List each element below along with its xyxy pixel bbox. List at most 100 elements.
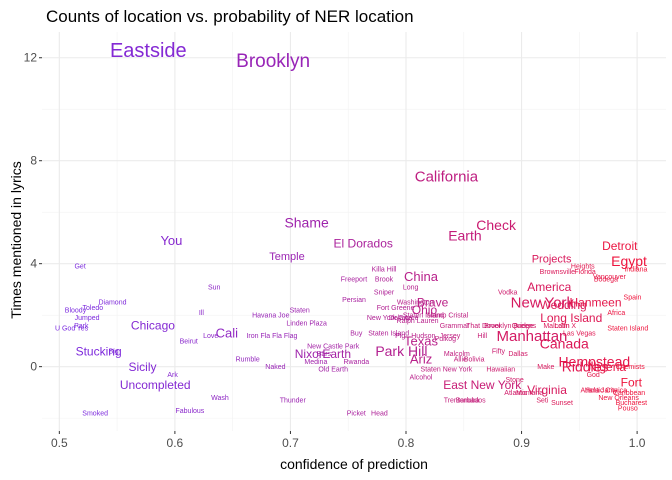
data-point-label: Long Island [540,311,602,325]
data-point-label: Hanmeen [569,295,621,309]
chart-title: Counts of location vs. probability of NE… [46,7,414,26]
data-point-label: Chemists [616,364,646,371]
x-tick-label: 1.0 [629,436,646,450]
data-point-label: Staten [290,307,310,314]
data-point-label: Brownsville [540,269,576,276]
data-point-label: Naked [265,364,285,371]
data-point-label: Grammar [440,323,470,330]
data-point-label: Bloody [65,307,87,314]
data-point-label: Havana Joe [252,313,289,320]
data-point-label: Heights [571,264,595,271]
data-point-label: Freeport [341,277,368,284]
data-point-label: Jersey [440,333,461,340]
data-point-label: Big [109,349,119,356]
data-point-label: Buy [350,331,363,338]
data-point-label: Dallas [508,351,528,358]
data-point-label: Wedding [540,298,587,312]
data-point-label: Seti [536,398,549,405]
data-point-label: Malcolm [444,351,470,358]
data-point-label: Wash [211,395,229,402]
data-point-label: Brooklyn [236,51,310,72]
data-point-label: Staten Island [403,313,444,320]
y-axis-title: Times mentioned in lyrics [8,161,24,318]
data-point-label: Brooklyn Bridge [484,323,534,330]
data-point-label: Pig [395,333,405,340]
y-tick-label: 4 [30,257,37,271]
data-point-label: Pouso [618,405,638,412]
data-point-label: Park [74,323,89,330]
x-axis-title: confidence of prediction [280,456,428,472]
data-point-label: Get [74,264,85,271]
x-tick-label: 0.9 [513,436,530,450]
data-point-label: Texas [404,333,438,348]
data-point-label: Florida [574,269,596,276]
data-point-label: Hawaiian [486,367,515,374]
y-tick-label: 0 [30,360,37,374]
data-point-label: Nixon [295,347,326,361]
data-point-label: Africa [607,310,625,317]
data-point-label: Staten Island [607,325,648,332]
data-point-label: Hill [477,333,487,340]
data-point-label: Medina [304,359,327,366]
data-point-label: Detroit [602,239,638,253]
data-point-label: Delaware [389,315,419,322]
data-point-label: Staten Island [368,331,409,338]
data-point-label: Chicago [131,319,175,333]
data-point-label: Egypt [611,253,647,269]
data-point-label: Indiana [624,266,647,273]
data-point-label: Stucking [76,344,122,358]
data-point-label: Toledo [83,305,104,312]
data-point-label: Make [537,364,554,371]
data-point-label: Bodega [594,277,618,284]
data-point-label: Barbados [456,398,486,405]
data-point-label: Park Hill [375,343,427,359]
data-point-label: Pulkog [435,336,457,343]
data-point-label: Projects [532,253,572,265]
data-point-label: China [404,269,439,284]
data-point-label: Linden Plaza [286,320,327,327]
data-point-label: California [415,168,479,185]
data-point-label: Beirut [180,338,198,345]
data-point-label: Ark [167,372,178,379]
data-point-label: Caribbean [613,390,645,397]
data-point-label: Sniper [374,289,395,296]
data-point-label: Latin [554,323,569,330]
data-point-label: Killa Hill [372,266,397,273]
data-point-label: Nigeria [588,360,626,374]
data-point-label: Love [203,333,218,340]
data-point-label: Riddles [562,359,609,375]
gridlines [42,32,666,431]
data-point-label: Bolivia [464,356,485,363]
data-point-label: Allie [454,356,467,363]
data-point-label: America [527,280,571,294]
data-point-label: Ariz [410,351,432,366]
data-point-label: Ill [199,310,205,317]
data-point-label: Cali [216,326,239,341]
data-point-label: Rwanda [343,359,369,366]
data-point-label: Spain [624,295,642,302]
data-point-label: God [587,372,600,379]
data-point-label: Jumped [75,315,100,322]
data-point-label: Old Earth [318,367,348,374]
data-point-label: Eastside [110,40,187,62]
x-tick-label: 0.5 [51,436,68,450]
data-point-label: Earth [322,347,351,361]
data-point-label: Earth [448,227,481,243]
data-point-label: Stone [505,377,523,384]
data-point-label: Queens [512,323,537,330]
data-point-label: Fort [621,375,643,389]
data-point-label: Mamp Cristal [427,313,469,320]
data-point-label: Atlantic City [580,387,617,394]
x-tick-label: 0.7 [282,436,299,450]
data-point-label: East New York [443,378,522,392]
data-point-label: Thunder [280,398,307,405]
data-point-label: Washington [397,300,434,307]
data-point-label: Brook [375,277,394,284]
data-point-label: Ohio [412,303,438,317]
data-point-label: Fort Greene [377,305,415,312]
data-point-label: Persian [342,297,366,304]
data-point-label: New Castle Park [307,344,360,351]
data-point-label: Brave [417,295,449,309]
data-point-label: Head [371,410,388,417]
